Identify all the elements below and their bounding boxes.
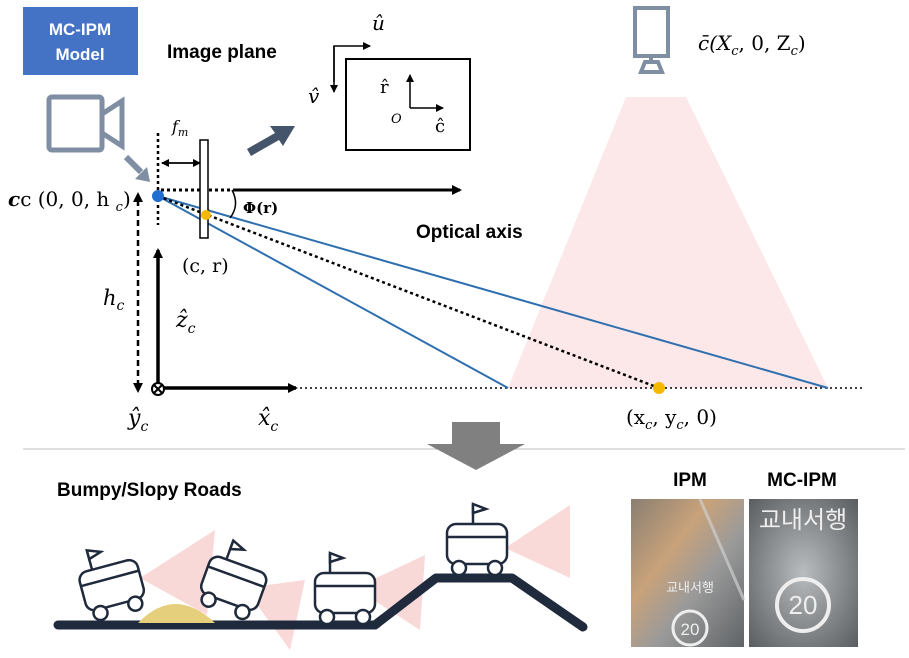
phi-label: Φ(r) (243, 199, 278, 217)
delivery-robot-4 (445, 502, 509, 577)
origin-label: O (391, 112, 402, 127)
arrow-down-icon (427, 422, 525, 470)
arrow-right-icon (247, 126, 295, 156)
virtual-camera-label: c̄(Xc, 0, Zc) (698, 31, 806, 59)
optical-axis-label: Optical axis (416, 222, 523, 243)
camera-center-dot (152, 190, 164, 202)
phi-arc (229, 189, 237, 219)
badge-line2: Model (55, 45, 104, 64)
monitor-icon (633, 6, 670, 74)
mc-ipm-image: 교내서행 20 (749, 499, 858, 647)
road (53, 573, 588, 632)
ipm-road-text: 교내서행 (666, 580, 714, 595)
z-hat-label: ẑc (175, 308, 196, 337)
fm-label: fm (171, 117, 188, 139)
r-hat-label: r̂ (380, 77, 389, 98)
image-box: r̂ ĉ O (345, 58, 471, 151)
camera-position-label: cc (0, 0, h c) (8, 187, 131, 215)
h-c-label: hc (103, 286, 125, 314)
delivery-robot-2 (199, 538, 268, 621)
delivery-robot-3 (313, 551, 377, 626)
ipm-label: IPM (673, 470, 707, 491)
mc-ipm-badge: MC-IPM Model (23, 7, 138, 75)
ipm-image: 교내서행 20 (631, 498, 746, 647)
v-hat-label: v̂ (308, 84, 320, 108)
focal-length: fm (156, 117, 209, 239)
bumpy-roads-label: Bumpy/Slopy Roads (57, 480, 242, 501)
image-plane-rect (199, 139, 209, 239)
delivery-robot-1 (78, 548, 146, 622)
camera-position-end: ) (123, 187, 131, 211)
mc-ipm-road-text: 교내서행 (759, 507, 847, 534)
bump (138, 604, 215, 623)
x-hat-label: x̂c (258, 406, 278, 435)
ground-point-dot (653, 382, 665, 394)
pixel-dot (201, 210, 211, 220)
virtual-camera-frustum (508, 97, 828, 388)
mc-ipm-label: MC-IPM (767, 470, 837, 491)
camera-position-sub: c (116, 200, 124, 215)
image-plane-label: Image plane (167, 42, 277, 63)
u-hat-label: û (372, 11, 385, 35)
camera-pointer-arrow (123, 154, 150, 182)
mc-ipm-speed: 20 (789, 590, 818, 620)
y-hat-label: ŷc (127, 406, 148, 435)
rays (157, 195, 829, 389)
ground-point-label: (xc, yc, 0) (626, 405, 717, 433)
camera-icon (46, 94, 125, 153)
badge-line1: MC-IPM (49, 20, 111, 39)
pixel-label: (c, r) (182, 255, 229, 277)
ipm-speed: 20 (681, 620, 700, 639)
c-hat-label: ĉ (435, 116, 445, 137)
image-uv-axes: û v̂ (308, 11, 385, 108)
y-axis-into-page-icon (151, 382, 165, 396)
